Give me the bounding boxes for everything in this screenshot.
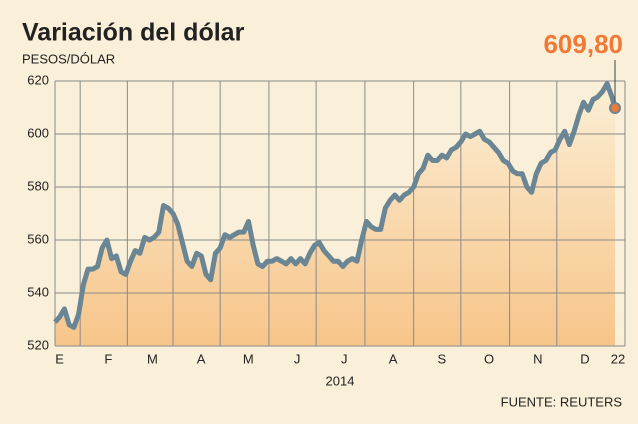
x-tick-label: N (533, 351, 542, 366)
end-value-label: 609,80 (543, 29, 623, 59)
x-tick-label: D (580, 351, 589, 366)
y-tick-label: 620 (27, 72, 49, 87)
chart-title: Variación del dólar (22, 19, 245, 47)
x-axis-label: 2014 (326, 373, 355, 388)
line (53, 81, 618, 330)
x-tick-label: E (55, 351, 64, 366)
x-tick-label: J (294, 351, 301, 366)
end-dot (609, 102, 621, 115)
x-tick-label: F (104, 351, 112, 366)
x-tick-label: A (197, 351, 206, 366)
x-tick-label: 22 (611, 351, 625, 366)
area (55, 83, 615, 346)
subtitle: PESOS/DÓLAR (22, 51, 115, 66)
x-tick-label: O (484, 351, 494, 366)
source: FUENTE: REUTERS (501, 394, 623, 409)
y-tick-label: 580 (27, 178, 49, 193)
y-tick-label: 540 (27, 284, 49, 299)
x-tick-label: A (389, 351, 398, 366)
y-tick-label: 520 (27, 337, 49, 352)
y-tick-label: 600 (27, 125, 49, 140)
x-tick-label: M (243, 351, 254, 366)
y-tick-label: 560 (27, 231, 49, 246)
x-tick-label: S (437, 351, 446, 366)
x-tick-label: M (147, 351, 158, 366)
x-tick-label: J (341, 351, 348, 366)
